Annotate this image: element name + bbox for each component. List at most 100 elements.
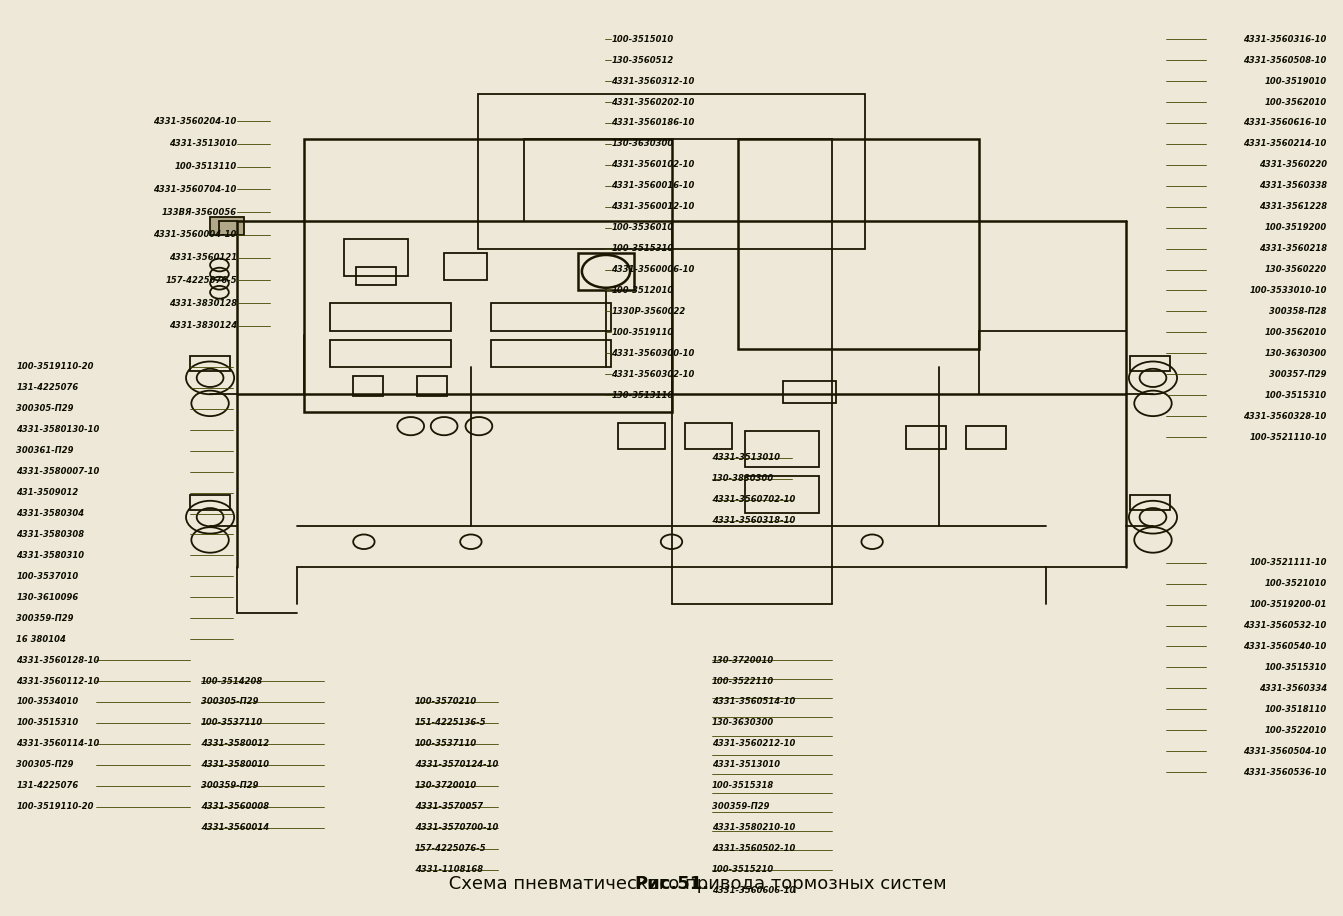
- Text: 4331-3560318-10: 4331-3560318-10: [712, 517, 795, 525]
- Text: 130-3720010: 130-3720010: [712, 656, 774, 665]
- Text: 4331-3560220: 4331-3560220: [1258, 160, 1327, 169]
- Text: 4331-3560121: 4331-3560121: [169, 253, 236, 262]
- Bar: [478, 93, 865, 248]
- Text: 4331-3560328-10: 4331-3560328-10: [1244, 411, 1327, 420]
- Text: 100-3521010: 100-3521010: [1265, 579, 1327, 588]
- Text: 4331-3513010: 4331-3513010: [712, 760, 780, 769]
- Bar: [618, 423, 665, 449]
- Text: 100-3522010: 100-3522010: [1265, 725, 1327, 735]
- Text: 4331-3560214-10: 4331-3560214-10: [1244, 139, 1327, 148]
- Text: 4331-3580012: 4331-3580012: [200, 739, 269, 748]
- Text: Рис.51.: Рис.51.: [634, 875, 709, 893]
- Text: 4331-3560012-10: 4331-3560012-10: [611, 202, 694, 212]
- Text: 4331-3560006-10: 4331-3560006-10: [611, 265, 694, 274]
- Text: 4331-3560202-10: 4331-3560202-10: [611, 97, 694, 106]
- Text: 300358-П28: 300358-П28: [1269, 307, 1327, 316]
- Text: 4331-3560338: 4331-3560338: [1258, 181, 1327, 191]
- Bar: [330, 340, 451, 367]
- Text: 130-3513110: 130-3513110: [611, 391, 674, 399]
- Text: 100-3518110: 100-3518110: [1265, 704, 1327, 714]
- Bar: [685, 423, 732, 449]
- Text: 300361-П29: 300361-П29: [16, 446, 74, 455]
- Text: 4331-3560702-10: 4331-3560702-10: [712, 496, 795, 505]
- Text: 4331-1108168: 4331-1108168: [415, 865, 483, 874]
- Bar: [492, 303, 611, 331]
- Text: 431-3509012: 431-3509012: [16, 488, 78, 497]
- Text: 4331-3560218: 4331-3560218: [1258, 244, 1327, 253]
- Text: 4331-3513010: 4331-3513010: [169, 139, 236, 148]
- Bar: [577, 253, 634, 289]
- Text: 100-3519200-01: 100-3519200-01: [1249, 600, 1327, 609]
- Text: 4331-3560316-10: 4331-3560316-10: [1244, 35, 1327, 44]
- Text: 16 380104: 16 380104: [16, 635, 66, 644]
- Bar: [210, 217, 243, 234]
- Bar: [783, 381, 835, 403]
- Text: 4331-3580130-10: 4331-3580130-10: [16, 425, 99, 434]
- Text: 300305-П29: 300305-П29: [16, 760, 74, 769]
- Text: 4331-3570057: 4331-3570057: [415, 802, 483, 812]
- Text: 130-3720010: 130-3720010: [415, 781, 477, 791]
- Text: 300357-П29: 300357-П29: [1269, 370, 1327, 378]
- Text: 4331-3560312-10: 4331-3560312-10: [611, 77, 694, 85]
- Bar: [745, 431, 819, 467]
- Text: 130-3630300: 130-3630300: [611, 139, 674, 148]
- Text: 4331-3561228: 4331-3561228: [1258, 202, 1327, 212]
- Text: 1330Р-3560022: 1330Р-3560022: [611, 307, 685, 316]
- Text: 100-3519200: 100-3519200: [1265, 224, 1327, 232]
- Text: 4331-3560112-10: 4331-3560112-10: [16, 677, 99, 685]
- Text: 131-4225076: 131-4225076: [16, 384, 78, 392]
- Text: 100-3519110-20: 100-3519110-20: [16, 363, 94, 372]
- Text: 151-4225136-5: 151-4225136-5: [415, 718, 486, 727]
- Bar: [492, 340, 611, 367]
- Text: 4331-3560606-10: 4331-3560606-10: [712, 886, 795, 895]
- Text: 100-3515318: 100-3515318: [712, 781, 774, 791]
- Text: 131-4225076: 131-4225076: [16, 781, 78, 791]
- Text: 4331-3560128-10: 4331-3560128-10: [16, 656, 99, 665]
- Bar: [1131, 496, 1170, 510]
- Bar: [905, 426, 945, 449]
- Text: 100-3537110: 100-3537110: [200, 718, 263, 727]
- Text: 130-3630300: 130-3630300: [712, 718, 774, 727]
- Text: 4331-3560300-10: 4331-3560300-10: [611, 349, 694, 358]
- Text: 4331-3513010: 4331-3513010: [712, 453, 780, 463]
- Bar: [356, 267, 396, 285]
- Text: 4331-3580310: 4331-3580310: [16, 551, 85, 560]
- Bar: [189, 496, 230, 510]
- Text: 4331-3580308: 4331-3580308: [16, 530, 85, 539]
- Text: 100-3534010: 100-3534010: [16, 697, 78, 706]
- Text: 157-4225076-5: 157-4225076-5: [415, 844, 486, 853]
- Bar: [445, 253, 488, 280]
- Text: 4331-3580210-10: 4331-3580210-10: [712, 823, 795, 832]
- Text: 4331-3560014: 4331-3560014: [200, 823, 269, 832]
- Text: 4331-3560008: 4331-3560008: [200, 802, 269, 812]
- Text: 300305-П29: 300305-П29: [200, 697, 258, 706]
- Text: 4331-3560508-10: 4331-3560508-10: [1244, 56, 1327, 65]
- Text: 100-3521111-10: 100-3521111-10: [1249, 558, 1327, 567]
- Text: 4331-3830124: 4331-3830124: [169, 322, 236, 331]
- Text: 100-3522110: 100-3522110: [712, 677, 774, 685]
- Text: 100-3570210: 100-3570210: [415, 697, 477, 706]
- Bar: [304, 139, 672, 412]
- Text: 100-3515210: 100-3515210: [712, 865, 774, 874]
- Text: 4331-3560540-10: 4331-3560540-10: [1244, 642, 1327, 651]
- Text: 4331-3560536-10: 4331-3560536-10: [1244, 768, 1327, 777]
- Text: 100-3515310: 100-3515310: [1265, 391, 1327, 399]
- Text: 4331-3830128: 4331-3830128: [169, 299, 236, 308]
- Bar: [344, 239, 408, 276]
- Text: 4331-3560204-10: 4331-3560204-10: [153, 116, 236, 125]
- Text: 4331-3560114-10: 4331-3560114-10: [16, 739, 99, 748]
- Text: 100-3533010-10: 100-3533010-10: [1249, 286, 1327, 295]
- Text: 4331-3570700-10: 4331-3570700-10: [415, 823, 498, 832]
- Text: 4331-3560502-10: 4331-3560502-10: [712, 844, 795, 853]
- Text: Схема пневматического привода тормозных систем: Схема пневматического привода тормозных …: [396, 875, 947, 893]
- Text: 100-3562010: 100-3562010: [1265, 328, 1327, 337]
- Text: 130-3830300: 130-3830300: [712, 474, 774, 484]
- Text: 133ВЯ-3560056: 133ВЯ-3560056: [161, 208, 236, 217]
- Text: 130-3630300: 130-3630300: [1265, 349, 1327, 358]
- Bar: [418, 376, 447, 396]
- Text: 4331-3560504-10: 4331-3560504-10: [1244, 747, 1327, 756]
- Text: 130-3560220: 130-3560220: [1265, 265, 1327, 274]
- Text: 4331-3560334: 4331-3560334: [1258, 684, 1327, 692]
- Text: 100-3519110: 100-3519110: [611, 328, 674, 337]
- Bar: [189, 356, 230, 371]
